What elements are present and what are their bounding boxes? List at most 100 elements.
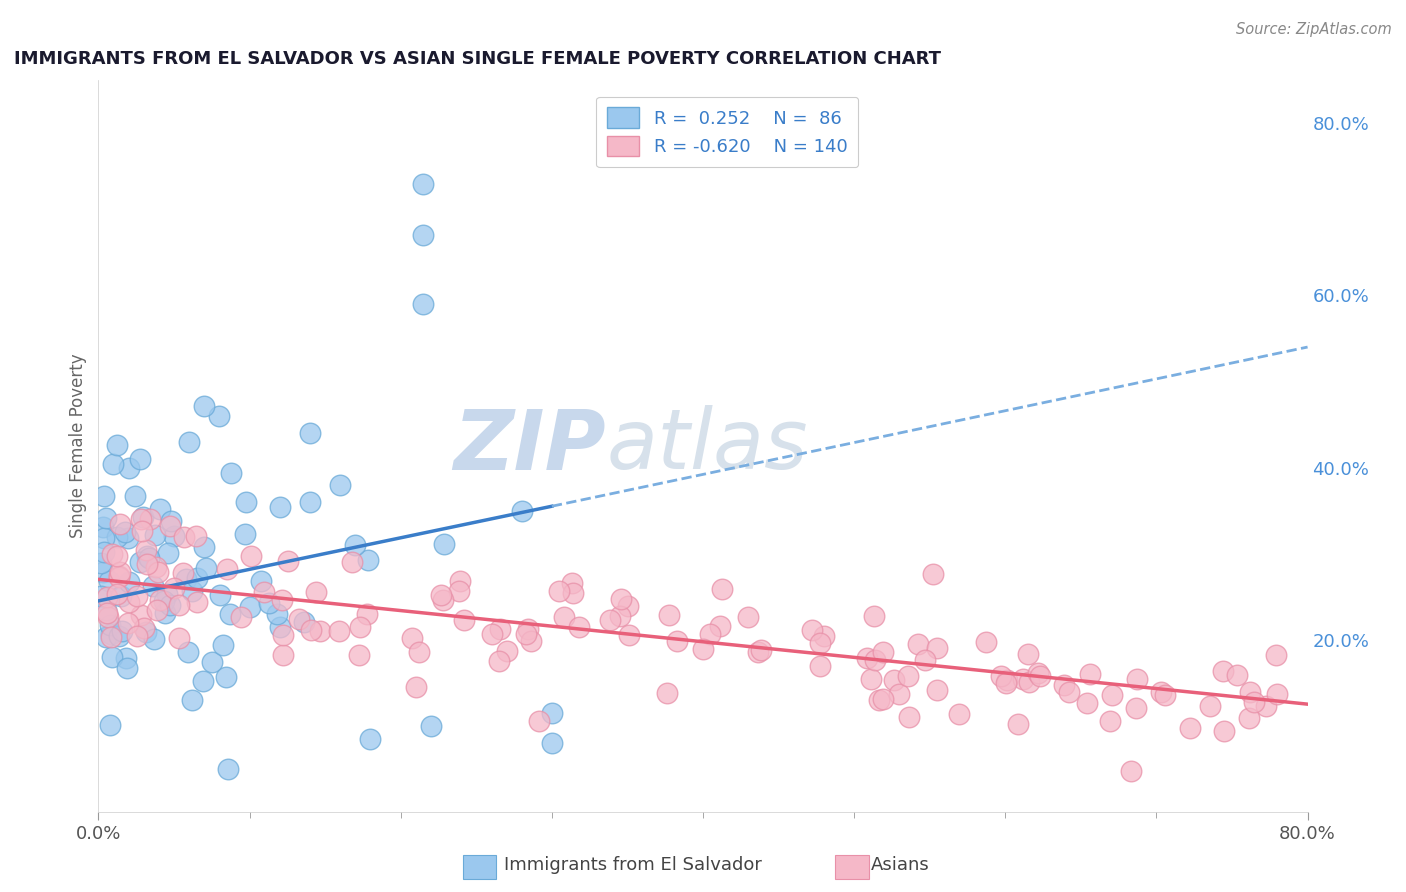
Point <box>609 591 631 606</box>
Point <box>1153 688 1175 702</box>
Point <box>193 399 215 413</box>
Point <box>177 645 200 659</box>
Point <box>540 706 562 720</box>
Point <box>208 588 231 602</box>
Point <box>138 512 160 526</box>
Point <box>657 685 679 699</box>
Point <box>93 489 115 503</box>
Point <box>299 495 322 509</box>
Point <box>93 531 115 545</box>
Point <box>167 598 190 612</box>
Point <box>266 607 288 622</box>
Point <box>329 477 352 491</box>
Point <box>149 593 172 607</box>
Point <box>157 545 180 559</box>
Point <box>118 460 141 475</box>
Point <box>167 631 190 645</box>
Point <box>1239 684 1261 698</box>
Point <box>100 626 122 640</box>
Point <box>430 588 453 602</box>
Point <box>360 731 382 746</box>
Text: Immigrants from El Salvador: Immigrants from El Salvador <box>503 856 762 874</box>
Point <box>907 637 929 651</box>
Text: Source: ZipAtlas.com: Source: ZipAtlas.com <box>1236 22 1392 37</box>
Point <box>91 520 114 534</box>
Point <box>657 607 679 622</box>
Point <box>709 619 731 633</box>
Point <box>808 658 831 673</box>
Point <box>163 581 186 595</box>
Point <box>173 530 195 544</box>
Point <box>143 632 166 646</box>
Point <box>516 622 538 636</box>
Point <box>159 514 181 528</box>
Point <box>128 555 150 569</box>
Point <box>91 565 114 579</box>
Point <box>872 645 894 659</box>
Point <box>1264 648 1286 662</box>
Point <box>215 562 238 576</box>
Point <box>100 618 122 632</box>
Point <box>995 673 1018 688</box>
Point <box>240 549 263 564</box>
Text: ZIP: ZIP <box>454 406 606 486</box>
Point <box>138 551 160 566</box>
Text: Asians: Asians <box>870 856 929 874</box>
Point <box>1150 684 1173 698</box>
Point <box>193 540 215 554</box>
Point <box>136 558 159 572</box>
Point <box>1212 723 1234 738</box>
Point <box>97 574 120 589</box>
Point <box>412 228 434 243</box>
Point <box>914 653 936 667</box>
Point <box>990 669 1012 683</box>
Point <box>101 649 124 664</box>
Point <box>1119 764 1142 779</box>
Point <box>96 590 118 604</box>
Point <box>449 584 471 599</box>
Point <box>153 606 176 620</box>
Point <box>299 624 322 638</box>
Point <box>172 566 194 580</box>
Point <box>1199 699 1222 714</box>
Point <box>561 575 583 590</box>
Point <box>927 683 949 698</box>
Point <box>1180 721 1202 735</box>
Point <box>215 670 238 684</box>
Point <box>433 537 456 551</box>
Point <box>408 645 430 659</box>
Point <box>749 642 772 657</box>
Point <box>510 503 533 517</box>
Point <box>299 426 322 441</box>
Point <box>135 624 157 639</box>
Point <box>711 582 734 596</box>
Point <box>125 629 148 643</box>
Point <box>191 674 214 689</box>
Point <box>1026 665 1049 680</box>
Point <box>145 559 167 574</box>
Point <box>488 622 510 636</box>
Point <box>235 526 257 541</box>
Legend: R =  0.252    N =  86, R = -0.620    N = 140: R = 0.252 N = 86, R = -0.620 N = 140 <box>596 96 859 167</box>
Point <box>868 692 890 706</box>
Point <box>568 619 591 633</box>
Point <box>449 574 471 589</box>
Point <box>294 615 316 629</box>
Point <box>181 583 204 598</box>
Point <box>898 710 921 724</box>
Point <box>897 669 920 683</box>
Point <box>1018 675 1040 690</box>
Point <box>453 613 475 627</box>
Point <box>412 177 434 191</box>
Point <box>105 587 128 601</box>
Point <box>356 553 378 567</box>
Point <box>1028 669 1050 683</box>
Point <box>239 599 262 614</box>
Point <box>976 635 998 649</box>
Point <box>813 629 835 643</box>
Point <box>181 692 204 706</box>
Point <box>269 620 291 634</box>
Point <box>1212 664 1234 678</box>
Point <box>136 549 159 563</box>
Point <box>148 502 170 516</box>
